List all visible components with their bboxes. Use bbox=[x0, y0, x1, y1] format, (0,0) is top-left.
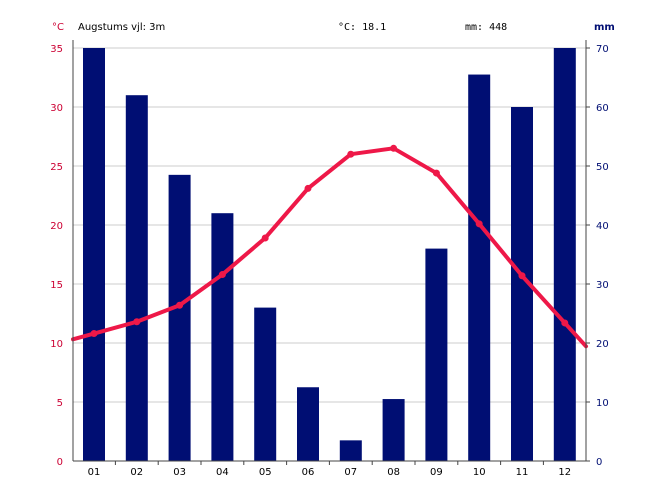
right-tick-label: 30 bbox=[596, 280, 609, 291]
precip-bar bbox=[254, 307, 277, 461]
left-axis-ticks: 0 5 10 15 20 25 30 35 bbox=[50, 44, 63, 468]
precip-bar bbox=[553, 48, 576, 461]
temperature-point bbox=[176, 301, 184, 309]
temperature-point bbox=[432, 169, 440, 177]
x-tick-label: 03 bbox=[173, 467, 186, 478]
temperature-point bbox=[304, 184, 312, 192]
altitude-label: Augstums vjl: 3m bbox=[78, 22, 166, 33]
x-tick-label: 06 bbox=[302, 467, 315, 478]
x-tick-label: 11 bbox=[516, 467, 529, 478]
x-tick-label: 07 bbox=[344, 467, 357, 478]
x-tick-label: 04 bbox=[216, 467, 229, 478]
precip-bar bbox=[468, 74, 491, 462]
x-tick-label: 01 bbox=[88, 467, 101, 478]
precip-bar bbox=[339, 440, 362, 461]
temperature-point bbox=[561, 319, 569, 327]
temperature-point bbox=[218, 271, 226, 279]
right-tick-label: 10 bbox=[596, 398, 609, 409]
x-tick-label: 05 bbox=[259, 467, 272, 478]
left-tick-label: 10 bbox=[50, 339, 63, 350]
axes bbox=[72, 40, 587, 462]
precip-bar bbox=[425, 248, 448, 461]
x-axis-ticks: 01 02 03 04 05 06 07 08 09 10 11 12 bbox=[88, 461, 571, 478]
right-tick-label: 50 bbox=[596, 162, 609, 173]
temperature-point bbox=[261, 234, 269, 242]
precip-bar bbox=[382, 399, 405, 461]
right-axis-unit: mm bbox=[594, 22, 615, 33]
precipitation-bars bbox=[83, 48, 576, 462]
right-tick-label: 70 bbox=[596, 44, 609, 55]
precip-bar bbox=[211, 213, 234, 461]
right-tick-label: 0 bbox=[596, 457, 602, 468]
temperature-line bbox=[71, 144, 588, 349]
temperature-series bbox=[71, 146, 588, 349]
avg-temp-label: °C: 18.1 bbox=[338, 22, 387, 33]
right-tick-label: 20 bbox=[596, 339, 609, 350]
temperature-point bbox=[133, 318, 141, 326]
x-tick-label: 02 bbox=[130, 467, 143, 478]
right-axis-ticks: 0 10 20 30 40 50 60 70 bbox=[586, 44, 609, 468]
precip-bar bbox=[297, 387, 319, 461]
left-tick-label: 25 bbox=[50, 162, 63, 173]
temperature-point bbox=[475, 220, 483, 228]
left-tick-label: 30 bbox=[50, 103, 63, 114]
left-tick-label: 0 bbox=[57, 457, 63, 468]
right-tick-label: 60 bbox=[596, 103, 609, 114]
precip-total-label: mm: 448 bbox=[465, 22, 508, 33]
left-tick-label: 35 bbox=[50, 44, 63, 55]
precip-bar bbox=[168, 174, 191, 461]
left-tick-label: 15 bbox=[50, 280, 63, 291]
temperature-point bbox=[90, 330, 98, 338]
temperature-point bbox=[390, 144, 398, 152]
temperature-point bbox=[518, 272, 526, 280]
precip-bar bbox=[125, 95, 148, 461]
temperature-point bbox=[347, 150, 355, 158]
precip-bar bbox=[511, 107, 533, 461]
x-tick-label: 12 bbox=[558, 467, 571, 478]
x-tick-label: 09 bbox=[430, 467, 443, 478]
left-tick-label: 20 bbox=[50, 221, 63, 232]
left-axis-unit: °C bbox=[52, 22, 64, 33]
x-tick-label: 10 bbox=[473, 467, 486, 478]
right-tick-label: 40 bbox=[596, 221, 609, 232]
precip-bar bbox=[83, 48, 105, 461]
grid-lines bbox=[73, 47, 586, 403]
left-tick-label: 5 bbox=[57, 398, 63, 409]
x-tick-label: 08 bbox=[387, 467, 400, 478]
